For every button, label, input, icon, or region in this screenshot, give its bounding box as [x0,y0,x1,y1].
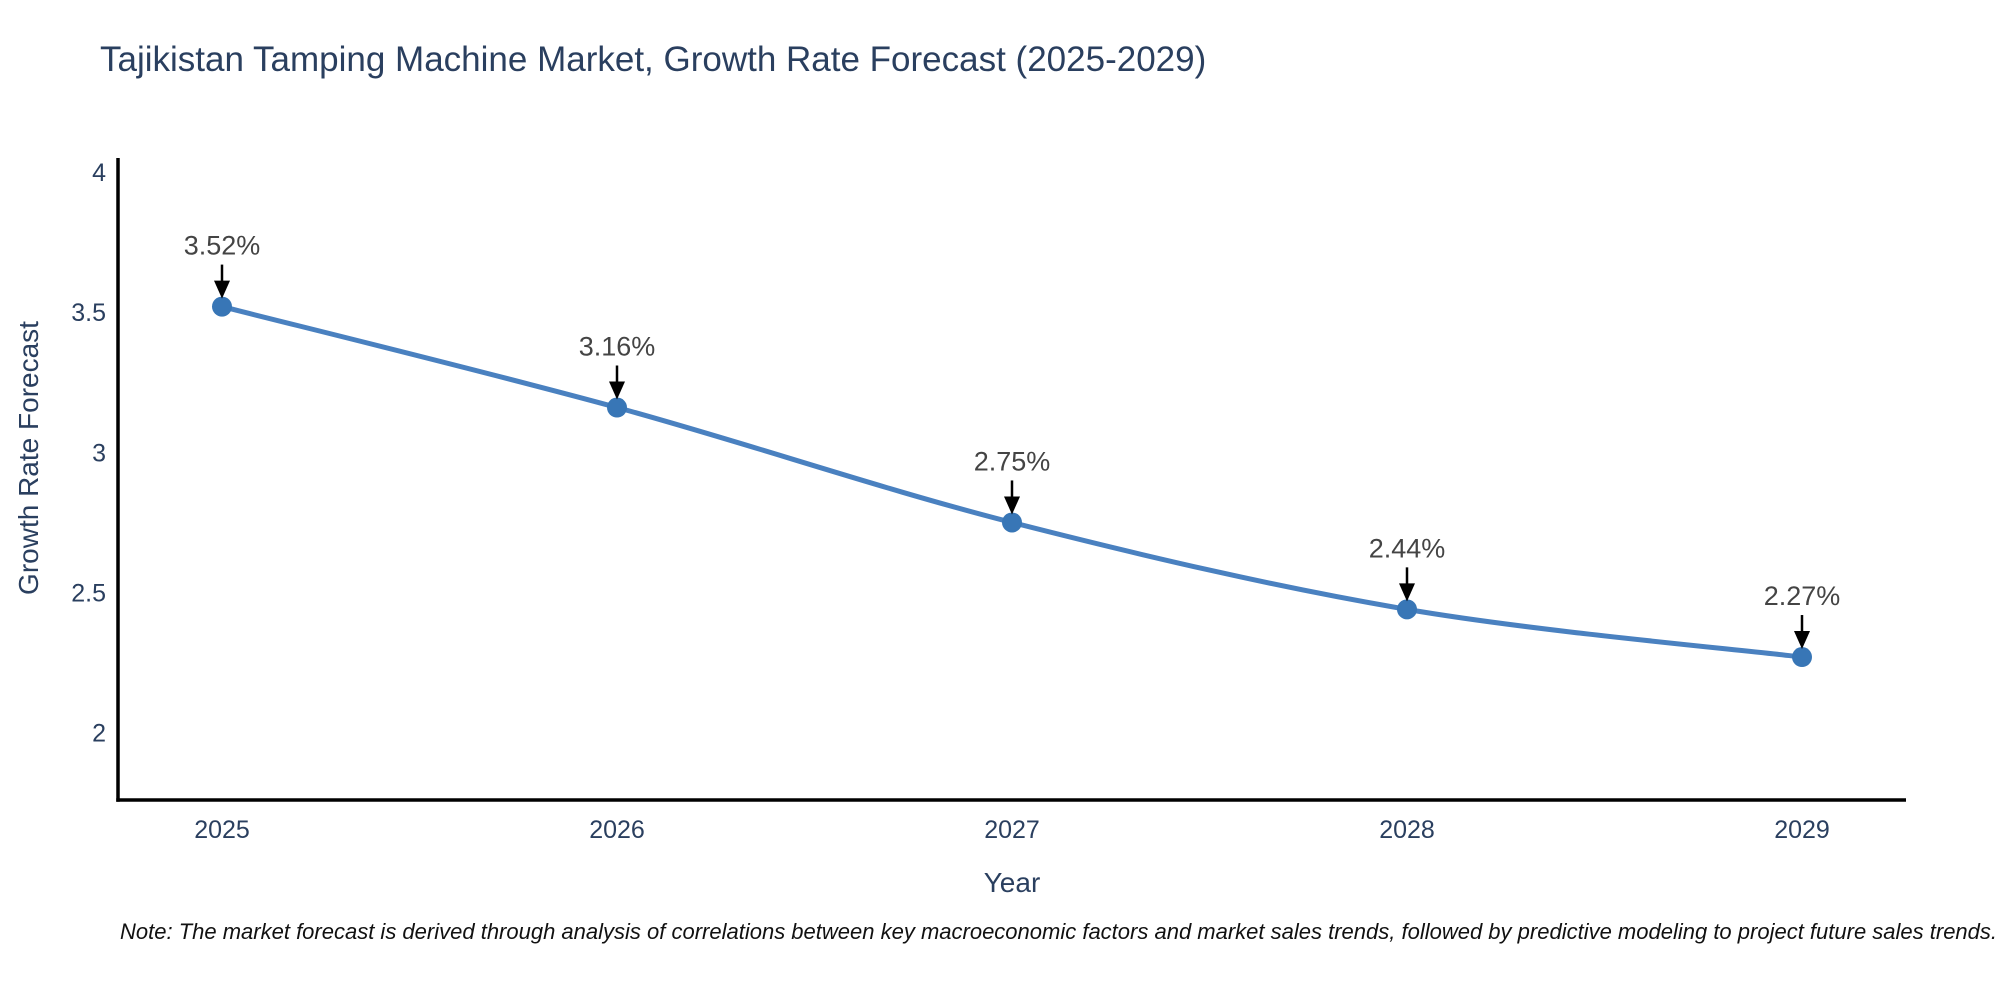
point-annotation-label: 3.16% [579,332,656,362]
y-tick-label: 4 [92,159,106,187]
annotation-arrowhead-icon [1399,583,1415,602]
annotation-arrowhead-icon [609,381,625,400]
y-tick-label: 2 [92,720,106,748]
annotation-arrowhead-icon [1794,631,1810,650]
chart-title: Tajikistan Tamping Machine Market, Growt… [100,40,1207,79]
y-tick-label: 3 [92,439,106,467]
y-tick-label: 3.5 [71,299,106,327]
y-axis-title: Growth Rate Forecast [13,321,44,595]
footnote: Note: The market forecast is derived thr… [120,919,1998,944]
point-annotation-label: 3.52% [184,231,261,261]
data-point-marker[interactable] [212,296,232,317]
data-point-marker[interactable] [607,397,627,418]
data-point-marker[interactable] [1792,647,1812,668]
x-tick-label: 2026 [589,816,645,844]
y-tick-label: 2.5 [71,580,106,608]
x-tick-label: 2025 [194,816,250,844]
point-annotation-label: 2.27% [1764,581,1841,611]
x-axis-title: Year [984,867,1041,898]
x-tick-label: 2027 [984,816,1040,844]
point-annotation-label: 2.75% [974,446,1051,476]
x-tick-label: 2029 [1774,816,1830,844]
x-tick-label: 2028 [1379,816,1435,844]
data-point-marker[interactable] [1002,512,1022,533]
annotation-arrowhead-icon [214,280,230,299]
point-annotation-label: 2.44% [1369,533,1446,563]
data-point-marker[interactable] [1397,599,1417,620]
annotation-arrowhead-icon [1004,496,1020,515]
